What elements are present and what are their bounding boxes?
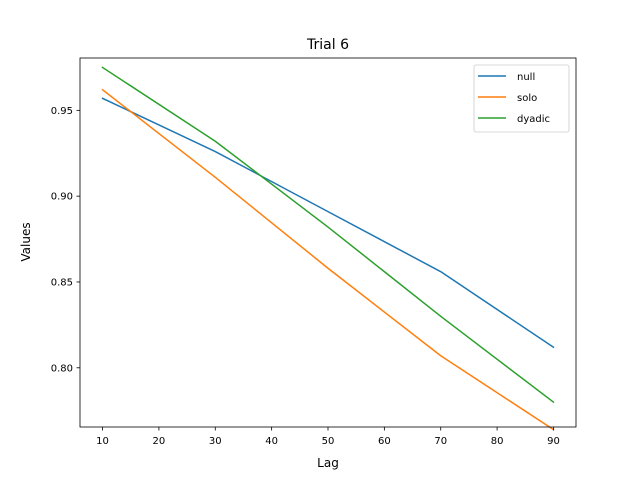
y-tick-label: 0.85 bbox=[51, 277, 73, 288]
x-tick-label: 70 bbox=[434, 436, 447, 447]
y-tick-label: 0.90 bbox=[51, 192, 73, 203]
x-tick-label: 50 bbox=[322, 436, 335, 447]
legend: null solo dyadic bbox=[473, 64, 570, 133]
legend-frame bbox=[473, 64, 570, 133]
x-axis-label: Lag bbox=[317, 456, 339, 470]
series-line-solo bbox=[101, 88, 555, 431]
axis-ticks: 10 20 30 40 50 60 70 80 90 0.80 0.85 0.90 0.95 bbox=[51, 106, 560, 447]
x-tick-label: 80 bbox=[491, 436, 504, 447]
axes-frame bbox=[79, 57, 577, 428]
series-line-dyadic bbox=[101, 66, 555, 404]
x-tick-label: 10 bbox=[96, 436, 109, 447]
x-tick-label: 20 bbox=[153, 436, 166, 447]
x-tick-label: 60 bbox=[378, 436, 391, 447]
legend-label-dyadic: dyadic bbox=[517, 114, 550, 125]
y-axis-label: Values bbox=[19, 222, 33, 261]
legend-label-solo: solo bbox=[517, 93, 537, 104]
plot-area bbox=[101, 66, 555, 431]
chart-title: Trial 6 bbox=[306, 37, 349, 53]
y-tick-label: 0.95 bbox=[51, 106, 73, 117]
series-line-null bbox=[101, 97, 555, 349]
x-tick-label: 40 bbox=[265, 436, 278, 447]
x-tick-label: 90 bbox=[547, 436, 560, 447]
y-tick-label: 0.80 bbox=[51, 363, 73, 374]
legend-label-null: null bbox=[517, 72, 535, 83]
x-tick-label: 30 bbox=[209, 436, 222, 447]
